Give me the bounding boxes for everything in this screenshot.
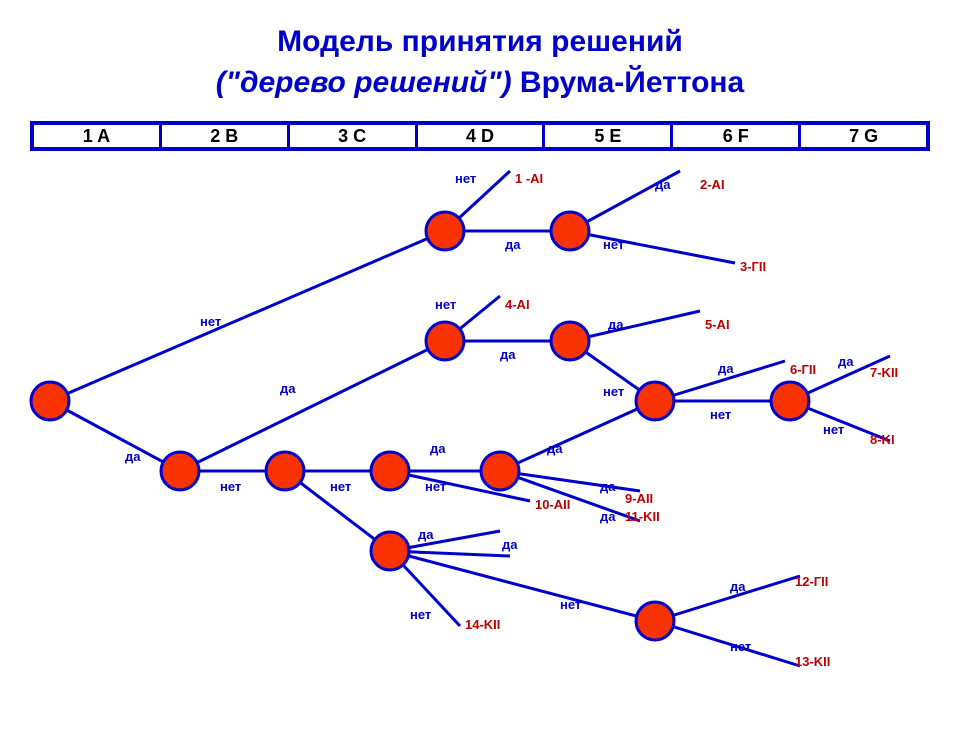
result-label: 11-KII (625, 509, 660, 524)
result-label: 1 -AI (515, 171, 543, 186)
tree-edge (500, 401, 655, 471)
result-label: 13-KII (795, 654, 830, 669)
header-cell: 6 F (673, 125, 801, 147)
tree-node (161, 452, 199, 490)
edge-label: нет (455, 171, 476, 186)
edge-label: нет (220, 479, 241, 494)
tree-node (636, 602, 674, 640)
edge-label: да (418, 527, 434, 542)
edge-label: да (280, 381, 296, 396)
title-line2-italic: ("дерево решений") (216, 66, 512, 99)
tree-node (266, 452, 304, 490)
tree-edge (500, 471, 640, 521)
edge-label: да (608, 317, 624, 332)
result-label: 8-KI (870, 432, 895, 447)
edge-label: да (600, 509, 616, 524)
result-label: 12-ГII (795, 574, 828, 589)
edge-label: нет (425, 479, 446, 494)
title-line2-rest: Врума-Йеттона (512, 66, 745, 99)
edge-label: нет (560, 597, 581, 612)
result-label: 7-KII (870, 365, 898, 380)
header-cell: 4 D (418, 125, 546, 147)
edge-label: нет (410, 607, 431, 622)
edge-label: да (730, 579, 746, 594)
edge-label: да (430, 441, 446, 456)
tree-edge (50, 401, 180, 471)
tree-edge (180, 341, 445, 471)
edge-label: да (505, 237, 521, 252)
tree-node (31, 382, 69, 420)
edge-label: да (600, 479, 616, 494)
tree-node (551, 322, 589, 360)
header-cell: 2 B (162, 125, 290, 147)
tree-node (426, 212, 464, 250)
edge-label: да (547, 441, 563, 456)
header-cell: 7 G (801, 125, 926, 147)
edge-label: нет (730, 639, 751, 654)
result-label: 6-ГII (790, 362, 816, 377)
edge-label: да (125, 449, 141, 464)
tree-node (371, 532, 409, 570)
edge-label: нет (200, 314, 221, 329)
edge-label: да (718, 361, 734, 376)
tree-node (771, 382, 809, 420)
tree-edge (570, 231, 735, 263)
edge-label: да (655, 177, 671, 192)
header-cell: 5 E (545, 125, 673, 147)
decision-tree-diagram: нет да нет 1 -AI да да 2-AI нет 3-ГII да нет нет 4-A… (0, 151, 960, 671)
edge-label: да (502, 537, 518, 552)
edge-label: нет (823, 422, 844, 437)
result-label: 10-AII (535, 497, 570, 512)
tree-node (371, 452, 409, 490)
edge-label: да (500, 347, 516, 362)
tree-edge (655, 576, 800, 621)
edge-label: нет (435, 297, 456, 312)
column-header-row: 1 A 2 B 3 C 4 D 5 E 6 F 7 G (30, 121, 930, 151)
result-label: 14-KII (465, 617, 500, 632)
tree-node (481, 452, 519, 490)
page-title: Модель принятия решений ("дерево решений… (0, 22, 960, 103)
result-label: 9-AII (625, 491, 653, 506)
edge-label: нет (603, 237, 624, 252)
header-cell: 1 A (34, 125, 162, 147)
tree-edge (500, 471, 640, 491)
result-label: 2-AI (700, 177, 725, 192)
edge-label: нет (330, 479, 351, 494)
result-label: 3-ГII (740, 259, 766, 274)
edge-label: нет (710, 407, 731, 422)
tree-node (426, 322, 464, 360)
tree-edge (50, 231, 445, 401)
edge-label: да (838, 354, 854, 369)
header-cell: 3 C (290, 125, 418, 147)
tree-svg: нет да нет 1 -AI да да 2-AI нет 3-ГII да нет нет 4-A… (0, 151, 960, 671)
title-line1: Модель принятия решений (277, 25, 683, 58)
result-label: 5-AI (705, 317, 730, 332)
result-label: 4-AI (505, 297, 530, 312)
tree-node (636, 382, 674, 420)
tree-node (551, 212, 589, 250)
edge-label: нет (603, 384, 624, 399)
tree-edge (655, 621, 800, 666)
